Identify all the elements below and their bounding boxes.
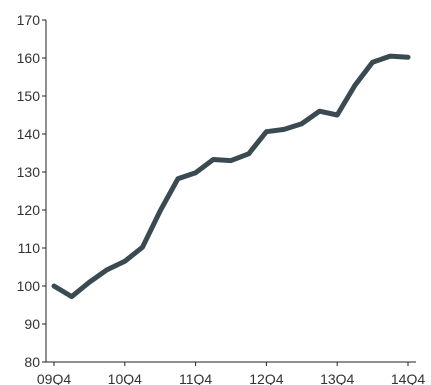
y-tick-label: 100 bbox=[17, 278, 41, 294]
data-point bbox=[406, 55, 411, 60]
y-tick-label: 170 bbox=[17, 12, 41, 28]
y-axis: 80 90 100 110 120 130 140 150 160 170 bbox=[17, 12, 47, 370]
data-point bbox=[69, 294, 74, 299]
y-tick-label: 90 bbox=[24, 316, 40, 332]
data-point bbox=[282, 127, 287, 132]
data-point bbox=[87, 280, 92, 285]
y-tick-label: 130 bbox=[17, 164, 41, 180]
data-point bbox=[299, 121, 304, 126]
y-tick-label: 150 bbox=[17, 88, 41, 104]
y-tick-label: 80 bbox=[24, 354, 40, 370]
x-tick-label: 12Q4 bbox=[249, 371, 283, 385]
data-point bbox=[335, 113, 340, 118]
data-point bbox=[352, 83, 357, 88]
y-tick-label: 160 bbox=[17, 50, 41, 66]
data-point bbox=[370, 60, 375, 65]
data-point bbox=[264, 129, 269, 134]
data-point bbox=[140, 245, 145, 250]
data-point bbox=[211, 157, 216, 162]
data-point bbox=[122, 259, 127, 264]
x-tick-label: 09Q4 bbox=[37, 371, 71, 385]
data-point bbox=[105, 267, 110, 272]
x-tick-label: 13Q4 bbox=[320, 371, 354, 385]
x-axis: 09Q4 10Q4 11Q4 12Q4 13Q4 14Q4 bbox=[37, 361, 425, 385]
data-point bbox=[246, 151, 251, 156]
series-layer bbox=[51, 53, 411, 300]
series-line bbox=[51, 53, 411, 300]
x-tick-label: 14Q4 bbox=[391, 371, 425, 385]
data-point bbox=[317, 109, 322, 114]
data-point bbox=[193, 170, 198, 175]
y-tick-label: 120 bbox=[17, 202, 41, 218]
data-point bbox=[158, 208, 163, 213]
y-tick-label: 140 bbox=[17, 126, 41, 142]
y-tick-label: 110 bbox=[18, 240, 41, 256]
x-tick-label: 10Q4 bbox=[108, 371, 142, 385]
data-point bbox=[388, 54, 393, 59]
x-tick-label: 11Q4 bbox=[179, 371, 212, 385]
data-point bbox=[175, 176, 180, 181]
data-point bbox=[229, 158, 234, 163]
data-point bbox=[52, 284, 57, 289]
